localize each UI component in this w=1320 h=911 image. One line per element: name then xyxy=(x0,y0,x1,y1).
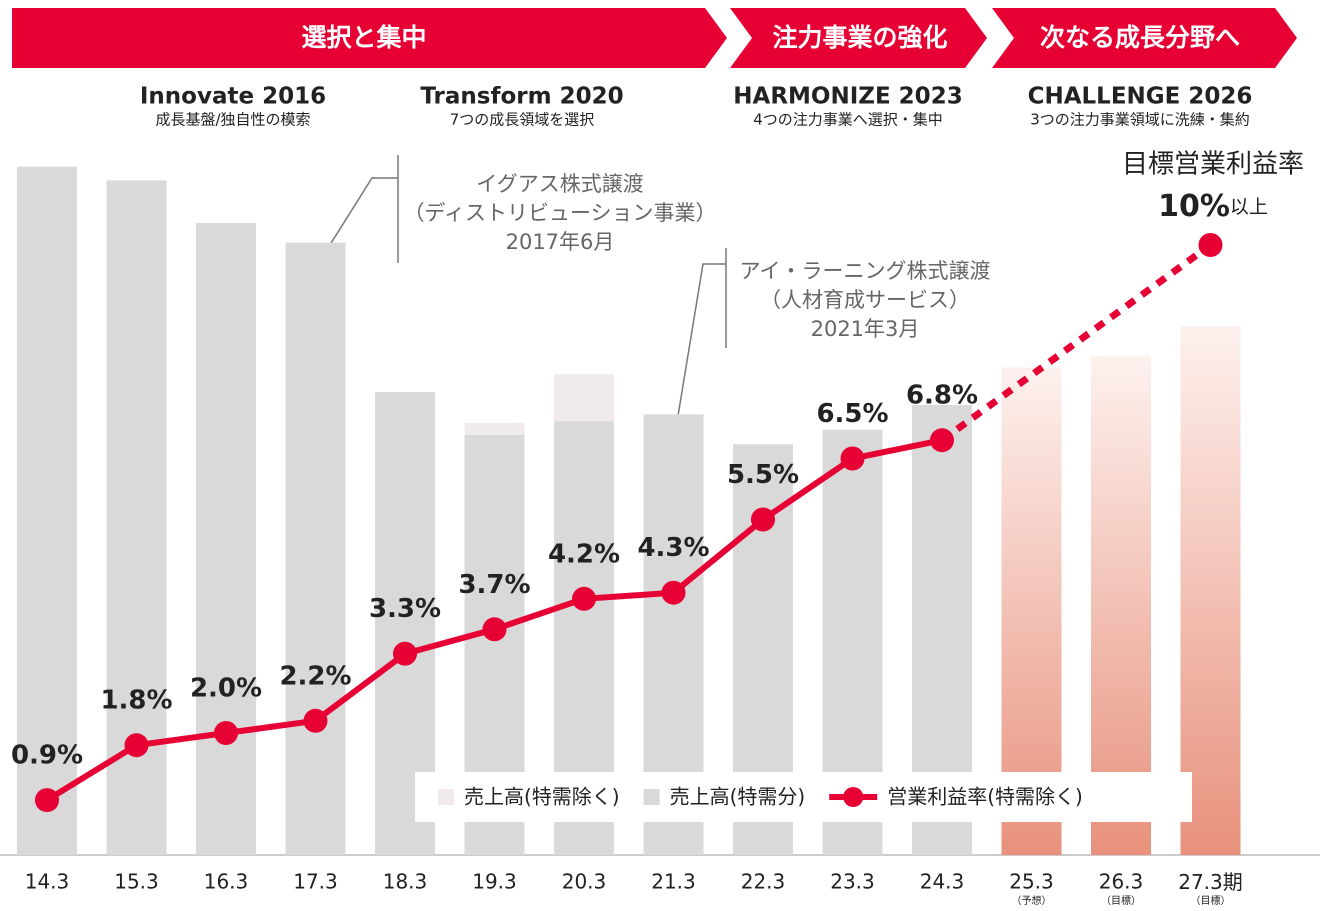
legend-swatch xyxy=(643,789,660,805)
banner-text: 次なる成長分野へ xyxy=(1040,23,1240,52)
annotation-text: 2017年6月 xyxy=(506,230,615,254)
line-marker xyxy=(393,641,417,666)
annotation-text: アイ・ラーニング株式譲渡 xyxy=(740,259,991,283)
line-marker xyxy=(214,721,238,745)
legend-label: 売上高(特需分) xyxy=(670,785,806,809)
line-marker xyxy=(572,586,596,611)
x-tick-label: 14.3 xyxy=(25,870,70,894)
legend-swatch xyxy=(438,789,454,805)
line-marker xyxy=(661,580,686,605)
x-tick-label: 26.3 xyxy=(1099,870,1144,894)
phase-subtitle: 成長基盤/独自性の模索 xyxy=(155,111,310,129)
line-marker xyxy=(840,446,865,471)
data-label: 3.7% xyxy=(458,570,530,600)
x-tick-label: 18.3 xyxy=(383,870,428,894)
phase-subtitle: 4つの注力事業へ選択・集中 xyxy=(753,111,943,129)
legend-box xyxy=(415,772,1192,822)
annotation-text: 2021年3月 xyxy=(811,317,920,341)
x-tick-note: （目標） xyxy=(1191,894,1231,907)
x-tick-label: 23.3 xyxy=(830,870,875,894)
leader-line xyxy=(674,263,726,435)
phase-subtitle: 3つの注力事業領域に洗練・集約 xyxy=(1030,111,1250,129)
phase-name: HARMONIZE 2023 xyxy=(733,84,962,110)
legend-swatch xyxy=(843,787,864,807)
x-tick-label: 22.3 xyxy=(741,870,786,894)
x-tick-note: （目標） xyxy=(1101,894,1141,907)
banner-text: 注力事業の強化 xyxy=(772,23,947,52)
leader-line xyxy=(315,177,398,268)
x-tick-label: 27.3 xyxy=(1178,870,1223,894)
data-label: 6.8% xyxy=(906,381,978,411)
x-tick-note: （予想） xyxy=(1012,894,1052,907)
target-value: 10%以上 xyxy=(1158,189,1268,224)
line-marker xyxy=(124,733,149,758)
target-value: 10% xyxy=(1158,189,1230,224)
bar xyxy=(17,166,77,855)
data-label: 6.5% xyxy=(816,399,888,429)
data-label: 0.9% xyxy=(11,741,83,771)
bar xyxy=(285,242,346,855)
legend-label: 売上高(特需除く) xyxy=(464,785,620,809)
annotation-text: イグアス株式譲渡 xyxy=(476,172,644,196)
line-marker xyxy=(35,788,59,813)
annotation-text: （ディストリビューション事業） xyxy=(403,201,716,225)
legend-label: 営業利益率(特需除く) xyxy=(887,785,1083,809)
x-unit: 期 xyxy=(1223,870,1243,894)
data-label: 1.8% xyxy=(100,686,172,716)
target-label: 目標営業利益率 xyxy=(1122,150,1304,180)
banner-arrow xyxy=(730,8,987,68)
data-label: 5.5% xyxy=(727,460,799,490)
target-marker xyxy=(1198,233,1223,257)
banner-text: 選択と集中 xyxy=(301,23,426,52)
bar-segment xyxy=(554,374,614,422)
data-label: 2.0% xyxy=(190,674,262,704)
phase-subtitle: 7つの成長領域を選択 xyxy=(450,111,595,129)
data-label: 4.2% xyxy=(548,539,620,569)
x-tick-label: 15.3 xyxy=(114,870,159,894)
bar xyxy=(1180,326,1241,855)
banner-arrow xyxy=(12,8,727,68)
data-label: 3.3% xyxy=(369,594,441,624)
line-marker xyxy=(751,507,775,532)
line-marker xyxy=(303,708,328,733)
annotation-text: （人材育成サービス） xyxy=(760,288,970,312)
target-suffix: 以上 xyxy=(1230,196,1268,218)
x-tick-label: 27.3期 xyxy=(1178,870,1243,894)
x-tick-label: 24.3 xyxy=(920,870,965,894)
bar xyxy=(196,223,256,856)
phase-name: Innovate 2016 xyxy=(140,84,326,110)
banner-arrow xyxy=(992,8,1297,68)
data-label: 2.2% xyxy=(279,661,351,691)
line-marker xyxy=(482,617,507,642)
phase-name: CHALLENGE 2026 xyxy=(1028,84,1253,110)
data-label: 4.3% xyxy=(637,533,709,563)
x-tick-label: 25.3 xyxy=(1009,870,1054,894)
bar-segment xyxy=(464,422,525,435)
x-tick-label: 17.3 xyxy=(293,870,338,894)
phase-name: Transform 2020 xyxy=(420,84,623,110)
line-marker xyxy=(930,428,954,453)
x-tick-label: 21.3 xyxy=(651,870,696,894)
x-tick-label: 19.3 xyxy=(472,870,517,894)
x-tick-label: 20.3 xyxy=(562,870,607,894)
x-tick-label: 16.3 xyxy=(204,870,249,894)
bar xyxy=(1091,356,1151,855)
